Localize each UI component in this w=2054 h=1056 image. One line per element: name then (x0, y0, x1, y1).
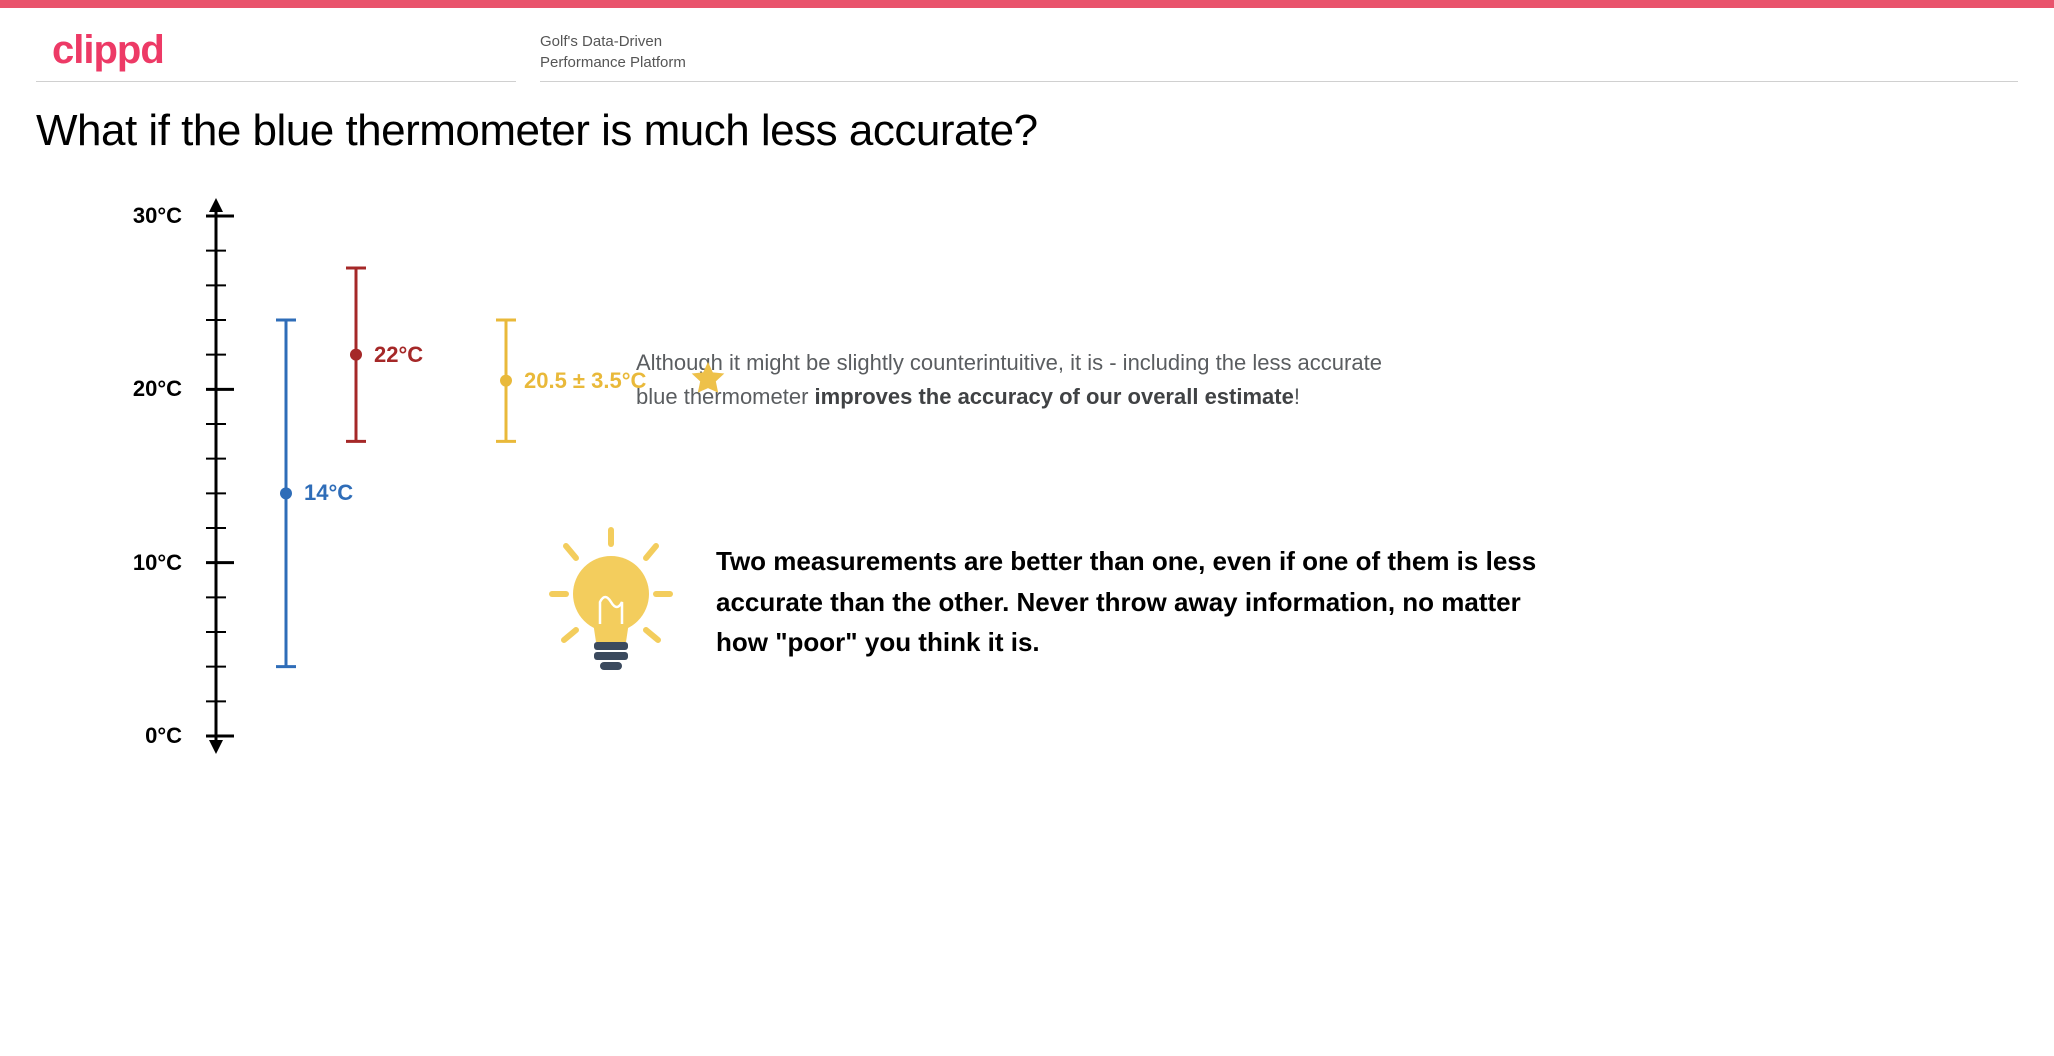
axis-tick-label: 20°C (133, 376, 182, 402)
axis-tick-label: 10°C (133, 550, 182, 576)
page-title: What if the blue thermometer is much les… (36, 106, 2018, 156)
tagline-line-1: Golf's Data-Driven (540, 31, 2018, 52)
brand-top-bar (0, 0, 2054, 8)
tagline-line-2: Performance Platform (540, 52, 2018, 73)
axis-tick-label: 30°C (133, 203, 182, 229)
thermometer-chart: 0°C10°C20°C30°C14°C22°C20.5 ± 3.5°C (36, 196, 596, 756)
axis-tick-label: 0°C (145, 723, 182, 749)
star-icon (688, 358, 728, 403)
series-label-yellow: 20.5 ± 3.5°C (524, 368, 646, 394)
explain-bold: improves the accuracy of our overall est… (815, 384, 1294, 409)
tagline: Golf's Data-Driven Performance Platform (540, 31, 2018, 82)
right-column: Although it might be slightly counterint… (636, 196, 2018, 756)
series-label-blue: 14°C (304, 480, 353, 506)
brand-logo: clippd (36, 28, 516, 73)
insight-text: Two measurements are better than one, ev… (716, 541, 1576, 662)
axis-svg (206, 196, 626, 756)
series-label-red: 22°C (374, 342, 423, 368)
explain-post: ! (1294, 384, 1300, 409)
main: What if the blue thermometer is much les… (0, 82, 2054, 756)
explanation-paragraph: Although it might be slightly counterint… (636, 346, 1396, 414)
insight-row: Two measurements are better than one, ev… (546, 524, 2018, 679)
logo-block: clippd (36, 28, 516, 82)
content-row: 0°C 10°C 20°C 30°C 14°C 22°C 20.5 ± 3.5°C Alth… (36, 196, 2018, 756)
header: clippd Golf's Data-Driven Performance Pl… (0, 8, 2054, 82)
